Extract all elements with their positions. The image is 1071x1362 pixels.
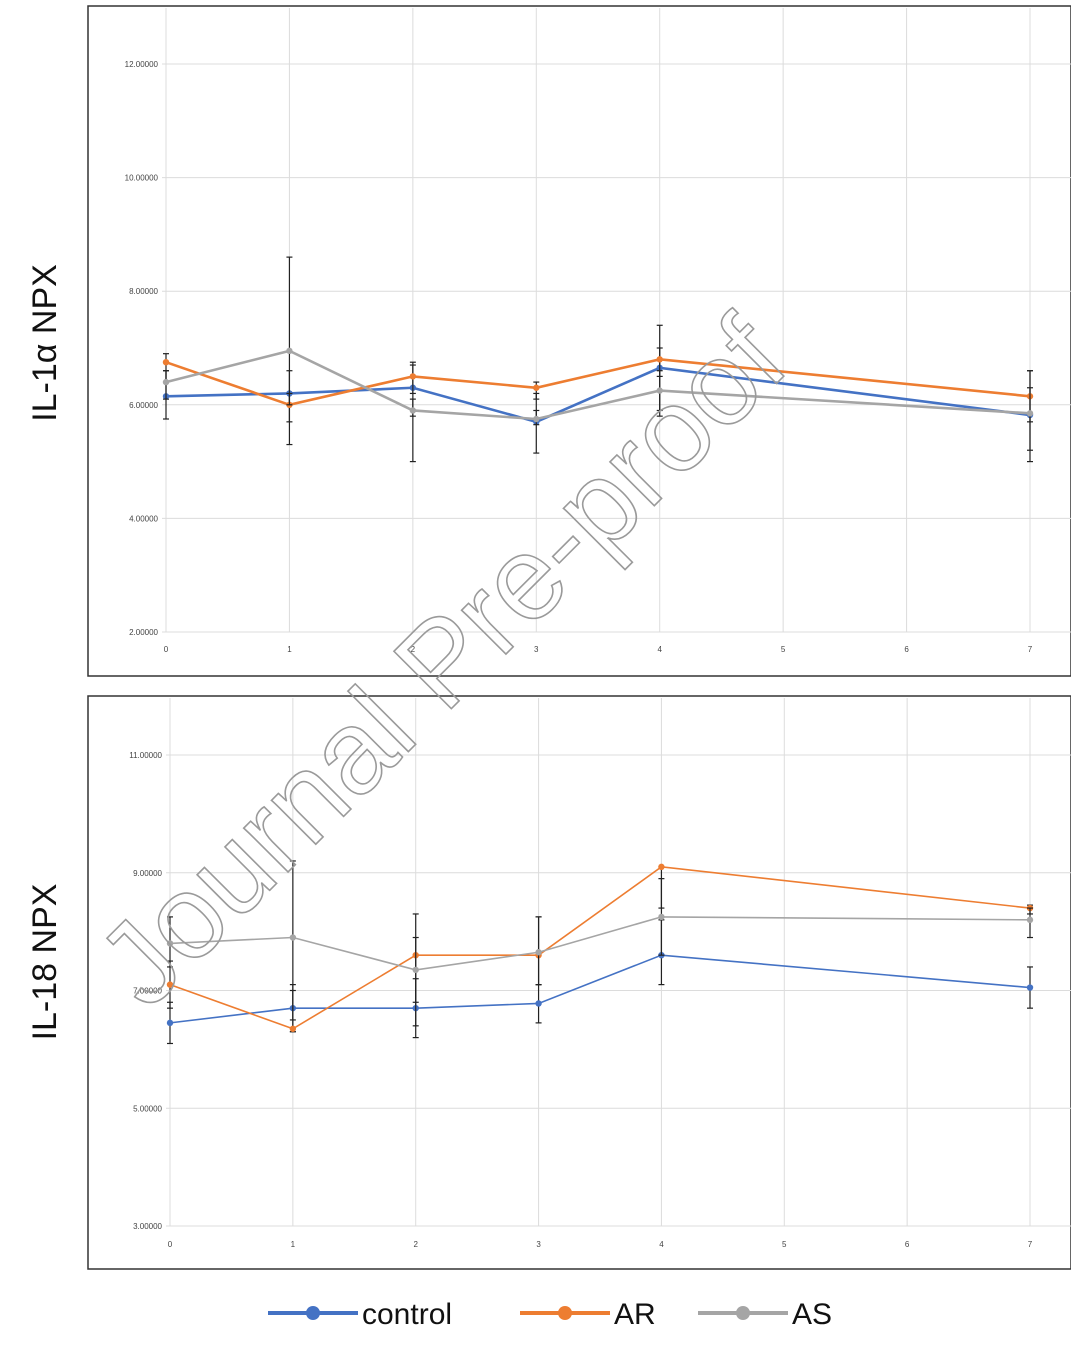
il18-point-as (535, 949, 542, 956)
il1a-point-ar (162, 359, 170, 366)
il1a-x-tick-label: 3 (534, 645, 539, 654)
il1a-point-as (162, 378, 170, 386)
il18-point-control (166, 1019, 174, 1027)
il1a-x-tick-label: 7 (1028, 645, 1033, 654)
il1a-x-tick-label: 5 (781, 645, 786, 654)
il1a-plot-frame (87, 5, 1071, 677)
il18-point-ar (658, 863, 665, 871)
il18-y-tick-label: 3.00000 (133, 1222, 162, 1231)
il1a-x-tick-label: 0 (164, 645, 169, 654)
il18-point-control (1026, 984, 1034, 991)
il1a-point-as (533, 415, 540, 423)
il18-point-control (535, 1000, 542, 1007)
il18-point-as (289, 934, 297, 941)
il18-point-as (412, 966, 419, 974)
il1a-line-as (165, 349, 1031, 421)
il18-point-as (166, 940, 174, 947)
legend: control AR AS (268, 1298, 832, 1331)
il1a-chart-panel: 0 1 2 3 4 5 6 7 2.00000 4.00000 6.00000 8.00000 10.0… (87, 5, 1071, 677)
il1a-y-tick-label: 2.00000 (129, 628, 158, 637)
il1a-x-tick-label: 6 (904, 645, 909, 654)
il18-y-tick-label: 5.00000 (133, 1104, 162, 1113)
legend-marker-as (736, 1306, 750, 1320)
il18-x-tick-label: 4 (659, 1240, 664, 1249)
il18-y-axis-label: IL-18 NPX (26, 884, 64, 1041)
il1a-y-tick-label: 10.00000 (125, 174, 159, 183)
il1a-point-as (409, 407, 417, 414)
il18-x-tick-label: 3 (536, 1240, 541, 1249)
legend-marker-ar (558, 1306, 572, 1320)
il1a-series-as (162, 256, 1034, 451)
il18-x-tick-label: 0 (168, 1240, 173, 1249)
il1a-x-tick-label: 1 (287, 645, 292, 654)
legend-label-ar: AR (614, 1298, 656, 1331)
il1a-y-tick-label: 6.00000 (129, 401, 158, 410)
il1a-y-tick-label: 8.00000 (129, 287, 158, 296)
il1a-y-tick-label: 12.00000 (125, 60, 159, 69)
il18-point-ar (289, 1025, 297, 1032)
legend-label-control: control (362, 1298, 452, 1331)
il1a-point-ar (409, 373, 417, 380)
il18-point-as (658, 913, 665, 921)
il1a-x-tick-label: 2 (411, 645, 416, 654)
il18-y-tick-label: 7.00000 (133, 987, 162, 996)
il18-point-as (1026, 916, 1034, 924)
il1a-x-tick-label: 4 (657, 645, 662, 654)
il18-line-as (169, 916, 1031, 971)
il1a-point-as (1026, 410, 1034, 417)
il18-y-tick-label: 11.00000 (129, 751, 162, 760)
il1a-y-axis-label: IL-1α NPX (26, 264, 64, 422)
legend-entry-as: AS (698, 1298, 832, 1331)
il18-point-ar (166, 981, 174, 988)
il1a-point-as (656, 387, 663, 394)
il1a-line-control (165, 366, 1031, 424)
il18-chart-panel: 0 1 2 3 4 5 6 7 3.00000 5.00000 7.00000 9.00000 11.0… (87, 695, 1071, 1270)
il18-series-as (166, 860, 1034, 1021)
il1a-line-ar (165, 358, 1031, 407)
legend-marker-control (306, 1306, 320, 1320)
il18-x-tick-label: 5 (782, 1240, 787, 1249)
il18-x-tick-label: 2 (413, 1240, 418, 1249)
il18-x-tick-label: 7 (1028, 1240, 1033, 1249)
il18-x-tick-label: 1 (291, 1240, 296, 1249)
il1a-point-as (286, 347, 293, 355)
il1a-point-ar (656, 356, 663, 363)
legend-label-as: AS (792, 1298, 832, 1331)
il1a-y-tick-label: 4.00000 (129, 514, 158, 523)
il18-y-tick-label: 9.00000 (133, 869, 162, 878)
il18-line-ar (169, 866, 1031, 1030)
legend-entry-control: control (268, 1298, 452, 1331)
il18-line-control (169, 954, 1031, 1024)
il1a-point-ar (533, 384, 540, 391)
legend-entry-ar: AR (520, 1298, 656, 1331)
il18-x-tick-label: 6 (905, 1240, 910, 1249)
